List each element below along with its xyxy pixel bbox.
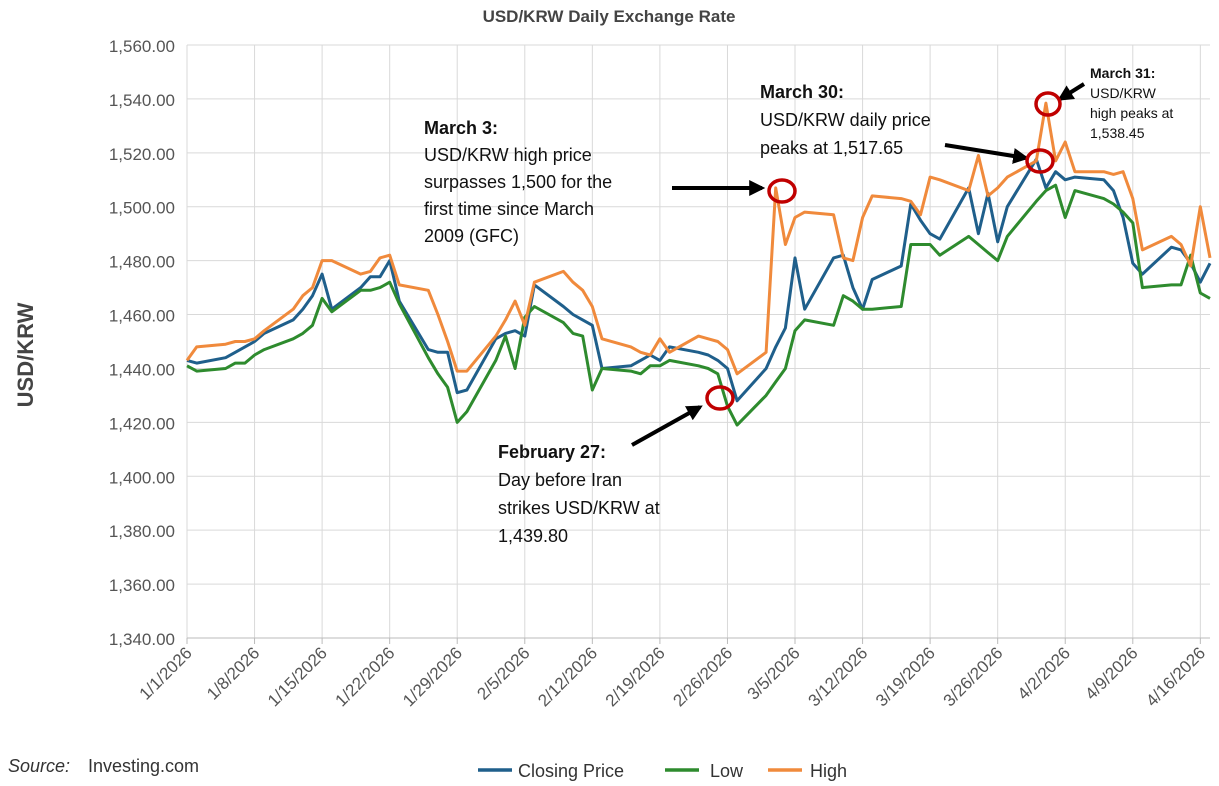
- y-tick-label: 1,360.00: [109, 576, 175, 595]
- annotation-text: first time since March: [424, 199, 594, 219]
- x-tick-label: 4/2/2026: [1014, 643, 1074, 703]
- annotation-title: March 3:: [424, 118, 498, 138]
- x-tick-label: 4/9/2026: [1081, 643, 1141, 703]
- annotation-title: March 31:: [1090, 65, 1155, 81]
- x-tick-label: 1/22/2026: [332, 643, 399, 710]
- x-tick-label: 3/12/2026: [804, 643, 871, 710]
- annotation-text: USD/KRW: [1090, 85, 1157, 101]
- annotation-text: 2009 (GFC): [424, 226, 519, 246]
- annotation-title: February 27:: [498, 442, 606, 462]
- y-tick-label: 1,500.00: [109, 199, 175, 218]
- y-tick-label: 1,400.00: [109, 468, 175, 487]
- y-tick-label: 1,520.00: [109, 145, 175, 164]
- x-tick-label: 4/16/2026: [1142, 643, 1209, 710]
- x-tick-label: 1/8/2026: [203, 643, 263, 703]
- annotation-arrows: [631, 82, 1086, 447]
- legend-label: High: [810, 761, 847, 781]
- highlight-circle: [1025, 148, 1055, 174]
- x-tick-label: 3/19/2026: [872, 643, 939, 710]
- x-tick-label: 2/26/2026: [669, 643, 736, 710]
- y-tick-label: 1,540.00: [109, 91, 175, 110]
- x-tick-label: 2/12/2026: [534, 643, 601, 710]
- arrow: [1057, 82, 1086, 101]
- chart-title: USD/KRW Daily Exchange Rate: [483, 7, 736, 26]
- y-tick-label: 1,420.00: [109, 414, 175, 433]
- x-tick-label: 3/26/2026: [940, 643, 1007, 710]
- x-tick-label: 2/19/2026: [602, 643, 669, 710]
- annotation-text: strikes USD/KRW at: [498, 498, 660, 518]
- y-tick-label: 1,380.00: [109, 522, 175, 541]
- annotation-text: surpasses 1,500 for the: [424, 172, 612, 192]
- y-axis-label: USD/KRW: [13, 302, 38, 407]
- x-tick-label: 1/1/2026: [136, 643, 196, 703]
- highlight-circle: [1034, 91, 1062, 117]
- y-tick-label: 1,480.00: [109, 253, 175, 272]
- x-tick-label: 2/5/2026: [473, 643, 533, 703]
- y-tick-label: 1,340.00: [109, 630, 175, 649]
- annotation-text: 1,538.45: [1090, 125, 1145, 141]
- annotation-text: high peaks at: [1090, 105, 1173, 121]
- arrow: [631, 405, 703, 447]
- y-tick-label: 1,440.00: [109, 360, 175, 379]
- x-tick-label: 1/15/2026: [264, 643, 331, 710]
- x-tick-label: 1/29/2026: [399, 643, 466, 710]
- highlight-circle: [767, 178, 797, 204]
- x-tick-label: 3/5/2026: [744, 643, 804, 703]
- legend-label: Low: [710, 761, 744, 781]
- annotation-text: peaks at 1,517.65: [760, 138, 903, 158]
- y-tick-label: 1,560.00: [109, 37, 175, 56]
- arrow: [944, 143, 1030, 164]
- series-line: [186, 183, 1211, 427]
- annotation-title: March 30:: [760, 82, 844, 102]
- series-line: [186, 157, 1212, 403]
- highlight-circles: [705, 91, 1062, 411]
- annotation-text: USD/KRW high price: [424, 145, 592, 165]
- annotation-text: Day before Iran: [498, 470, 622, 490]
- y-tick-label: 1,460.00: [109, 307, 175, 326]
- legend-label: Closing Price: [518, 761, 624, 781]
- source: Investing.com: [88, 756, 199, 776]
- annotation-text: USD/KRW daily price: [760, 110, 931, 130]
- source-label: Source:: [8, 756, 70, 776]
- series-line: [185, 101, 1212, 376]
- highlight-circle: [705, 385, 735, 411]
- annotation-text: 1,439.80: [498, 526, 568, 546]
